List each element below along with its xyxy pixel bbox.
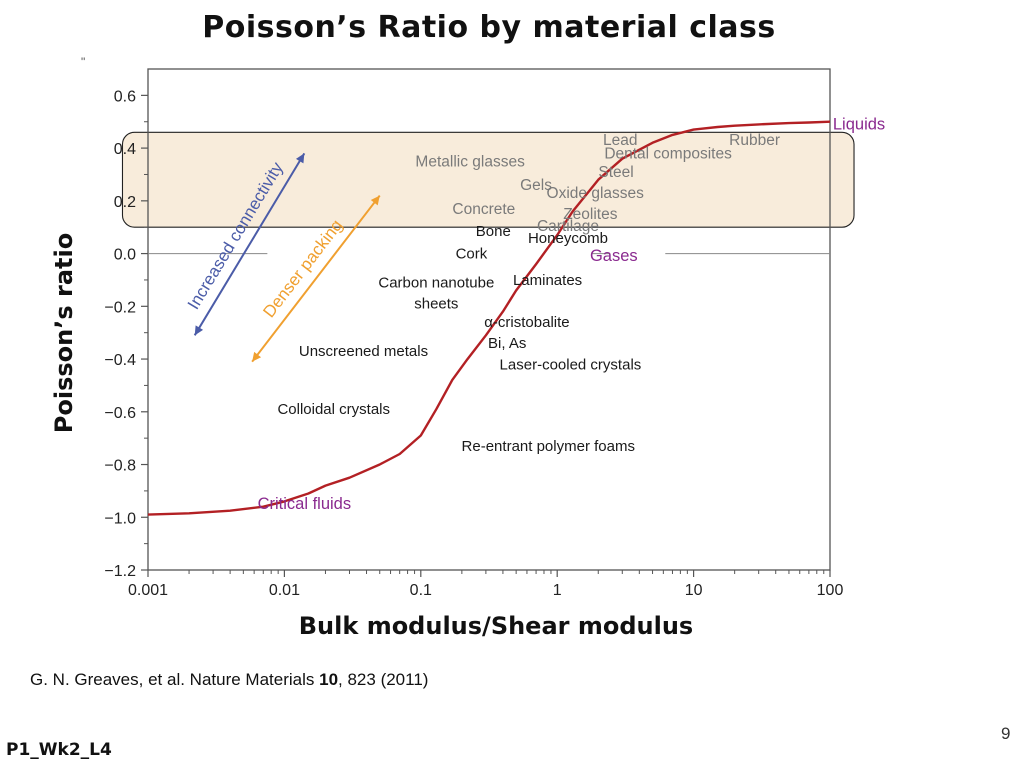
annotation-label: Unscreened metals	[299, 343, 428, 360]
annotation-label: Gases	[590, 247, 638, 265]
annotation-label: Dental composites	[604, 145, 732, 162]
annotation-layer: Liquids Gases Critical fluids Lead Rubber Met…	[258, 115, 886, 513]
y-tick-label: 0.2	[114, 194, 136, 211]
annotation-label: Liquids	[833, 115, 885, 133]
annotation-label: Oxide glasses	[547, 185, 645, 202]
citation-volume: 10	[319, 670, 339, 689]
y-tick-label: 0.0	[114, 247, 136, 264]
y-tick-label: −1.0	[104, 510, 136, 527]
annotation-label: Concrete	[452, 201, 515, 218]
trend-arrow-shaft	[251, 194, 381, 363]
annotation-label: α-cristobalite	[484, 314, 569, 331]
annotation-label: Zeolites	[563, 206, 618, 223]
annotation-label: Cartilage	[537, 218, 599, 235]
annotation-label: Laser-cooled crystals	[500, 356, 642, 373]
annotation-label: Lead	[603, 132, 637, 149]
y-axis-label: Poisson’s ratio	[50, 233, 78, 433]
citation-authors: G. N. Greaves, et al. Nature Materials	[30, 670, 320, 689]
highlight-band-layer	[121, 131, 855, 228]
x-tick-label: 1	[553, 582, 562, 599]
footer-label: P1_Wk2_L4	[6, 740, 112, 760]
citation: G. N. Greaves, et al. Nature Materials 1…	[30, 670, 428, 690]
annotation-label: Cork	[456, 246, 488, 263]
plot-frame	[147, 68, 831, 571]
annotation-label: Metallic glasses	[415, 153, 525, 170]
y-tick-label: 0.4	[114, 141, 136, 158]
annotation-label: Critical fluids	[258, 495, 352, 513]
axis-ticks: 0.6 0.4 0.2 0.0 −0.2 −0.4 −0.6 −0.8 −1.0 −1.2 0.00…	[104, 88, 843, 599]
stray-tick-mark: "	[81, 55, 85, 69]
poisson-curve	[147, 120, 831, 516]
x-tick-label: 100	[817, 582, 844, 599]
annotation-label: Gels	[520, 177, 552, 194]
trend-arrow-head-start	[295, 153, 305, 164]
annotation-label: Rubber	[729, 132, 780, 149]
y-tick-label: 0.6	[114, 88, 136, 105]
y-tick-label: −0.8	[104, 458, 136, 475]
highlight-band	[121, 131, 855, 228]
y-tick-label: −1.2	[104, 563, 136, 580]
annotation-label: Bi, As	[488, 335, 526, 352]
annotation-label: Laminates	[513, 272, 582, 289]
annotation-label: Bone	[476, 223, 511, 240]
curve-layer	[147, 120, 831, 516]
annotation-label: Re-entrant polymer foams	[462, 438, 635, 455]
slide-title: Poisson’s Ratio by material class	[202, 10, 776, 45]
y-tick-label: −0.4	[104, 352, 136, 369]
annotation-label: Steel	[598, 164, 633, 181]
trend-arrow-label: Denser packing	[259, 216, 346, 321]
annotation-label: Carbon nanotube	[378, 275, 494, 292]
citation-pages: , 823 (2011)	[338, 670, 429, 689]
page-number: 9	[1001, 724, 1011, 743]
trend-arrow-head-end	[194, 325, 204, 336]
trend-arrow-head-end	[252, 351, 262, 362]
annotation-label: Honeycomb	[528, 230, 608, 247]
trend-arrow-head-start	[370, 195, 380, 206]
y-tick-label: −0.2	[104, 299, 136, 316]
annotation-label: Colloidal crystals	[277, 401, 390, 418]
annotation-label: sheets	[414, 296, 458, 313]
x-tick-label: 0.01	[269, 582, 300, 599]
x-tick-label: 10	[685, 582, 703, 599]
x-axis-label: Bulk modulus/Shear modulus	[299, 612, 693, 640]
x-tick-label: 0.001	[128, 582, 168, 599]
y-tick-label: −0.6	[104, 405, 136, 422]
trend-arrow-shaft	[193, 152, 306, 336]
x-tick-label: 0.1	[410, 582, 432, 599]
